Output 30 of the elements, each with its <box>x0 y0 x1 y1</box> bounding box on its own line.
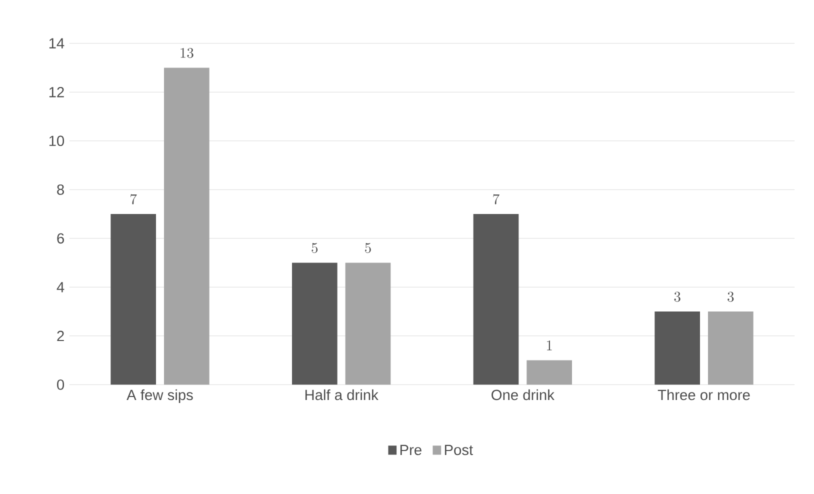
bar <box>708 312 754 385</box>
legend-label: Pre <box>400 444 422 456</box>
data-label: 7 <box>130 194 137 204</box>
data-label: 13 <box>180 48 194 58</box>
data-label: 3 <box>728 292 734 302</box>
bar <box>473 214 519 385</box>
y-tick-label: 2 <box>57 330 64 342</box>
bar <box>292 262 338 385</box>
bar <box>654 312 700 385</box>
bar <box>110 214 156 385</box>
data-label: 7 <box>493 194 500 204</box>
data-label: 3 <box>674 292 680 302</box>
data-label: 5 <box>365 242 371 254</box>
bar <box>345 262 391 385</box>
y-tick-label: 12 <box>49 86 64 98</box>
y-tick-label: 10 <box>49 136 64 146</box>
y-tick-label: 14 <box>49 38 64 48</box>
y-tick-label: 8 <box>57 184 64 195</box>
y-tick-label: 4 <box>56 282 64 292</box>
x-tick-label: A few sips <box>126 389 193 404</box>
x-tick-label: Three or more <box>658 389 750 400</box>
x-tick-label: One drink <box>492 389 554 400</box>
bar <box>526 360 572 385</box>
y-tick-label: 0 <box>57 379 64 390</box>
data-label: 1 <box>546 340 552 350</box>
y-tick-label: 6 <box>57 233 64 244</box>
x-tick-label: Half a drink <box>305 389 378 400</box>
data-label: 5 <box>312 242 318 254</box>
legend-label: Post <box>444 444 473 456</box>
bar <box>164 68 210 385</box>
